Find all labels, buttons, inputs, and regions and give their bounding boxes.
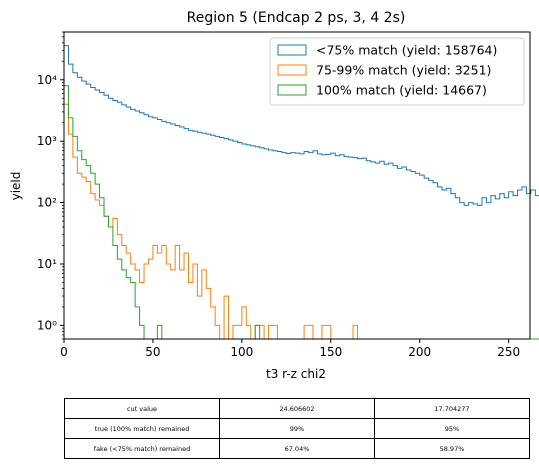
histogram-chart: Region 5 (Endcap 2 ps, 3, 4 2s) 0 50 100 15…	[9, 10, 539, 381]
y-tick-label: 10⁰	[37, 318, 57, 332]
y-tick-label: 10¹	[37, 257, 57, 271]
cut-table-cell: 67.04%	[219, 438, 375, 459]
x-axis-label: t3 r-z chi2	[266, 367, 326, 381]
x-tick-label: 0	[60, 345, 68, 359]
legend-swatch-1	[277, 64, 307, 76]
x-tick-label: 150	[319, 345, 342, 359]
y-axis-ticks: 10⁰ 10¹ 10² 10³ 10⁴	[37, 31, 64, 340]
y-axis-label: yield	[9, 172, 23, 201]
legend-swatch-2	[277, 84, 307, 96]
cut-table-row-label: cut value	[64, 398, 220, 419]
x-tick-label: 200	[408, 345, 431, 359]
series-line-0	[63, 45, 539, 339]
legend-swatch-0	[277, 44, 307, 56]
legend: <75% match (yield: 158764) 75-99% match (…	[269, 37, 525, 106]
plot-frame	[63, 31, 531, 340]
cut-table-row: true (100% match) remained 99% 95%	[64, 418, 530, 439]
chart-title: Region 5 (Endcap 2 ps, 3, 4 2s)	[187, 10, 406, 26]
cut-table-row-label: fake (<75% match) remained	[64, 438, 220, 459]
cut-table-cell: 24.606602	[219, 398, 375, 419]
cut-table-row-label: true (100% match) remained	[64, 418, 220, 439]
x-tick-label: 250	[497, 345, 520, 359]
y-tick-label: 10²	[37, 196, 57, 210]
cut-table-row: cut value 24.606602 17.704277	[64, 398, 530, 419]
cut-table-cell: 95%	[374, 418, 530, 439]
legend-label-1: 75-99% match (yield: 3251)	[316, 63, 491, 78]
cut-table: cut value 24.606602 17.704277 true (100% ma…	[64, 398, 530, 459]
cut-table-cell: 17.704277	[374, 398, 530, 419]
x-axis-ticks: 0 50 100 150 200 250	[60, 339, 520, 359]
legend-label-0: <75% match (yield: 158764)	[316, 43, 497, 58]
cut-table-row: fake (<75% match) remained 67.04% 58.97%	[64, 438, 530, 459]
x-tick-label: 50	[145, 345, 160, 359]
y-tick-label: 10³	[37, 134, 57, 148]
y-tick-label: 10⁴	[37, 73, 57, 87]
series-line-2	[63, 85, 539, 340]
x-tick-label: 100	[230, 345, 253, 359]
cut-table-cell: 99%	[219, 418, 375, 439]
legend-box	[269, 37, 525, 106]
legend-label-2: 100% match (yield: 14667)	[316, 83, 487, 98]
cut-table-cell: 58.97%	[374, 438, 530, 459]
series-line-1	[63, 103, 420, 340]
